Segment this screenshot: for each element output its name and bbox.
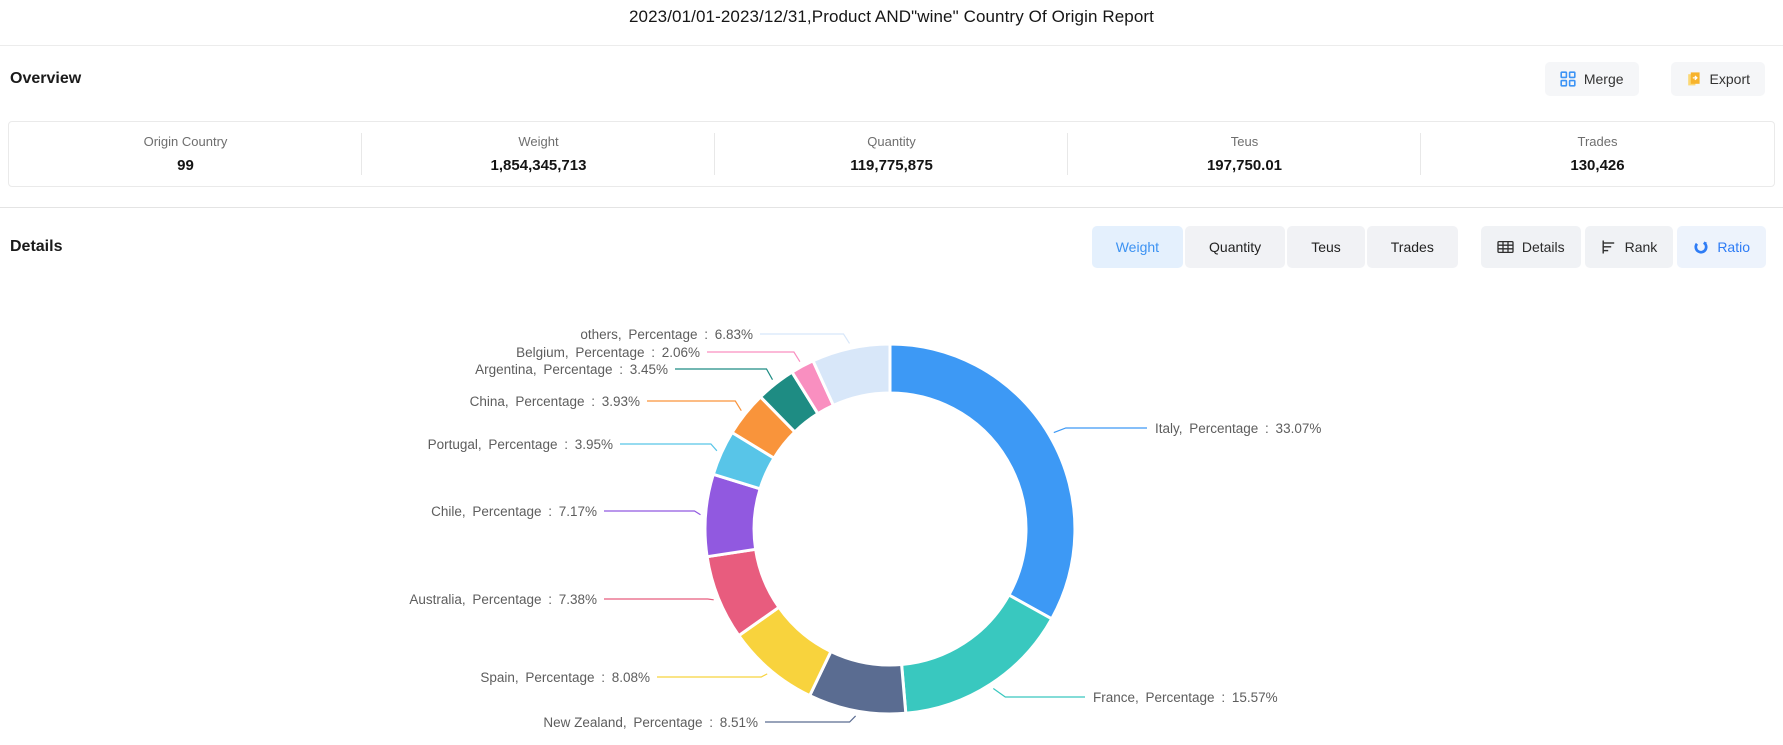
view-button-label: Details bbox=[1521, 239, 1565, 255]
stat-quantity: Quantity 119,775,875 bbox=[715, 134, 1068, 174]
details-heading: Details bbox=[10, 238, 63, 255]
header-divider bbox=[0, 45, 1783, 46]
stat-label: Quantity bbox=[867, 134, 916, 149]
view-buttons: Details Rank Ratio bbox=[1480, 226, 1766, 268]
export-button[interactable]: Export bbox=[1670, 62, 1765, 96]
view-button-label: Ratio bbox=[1717, 239, 1750, 255]
overview-bar: Overview Merge Export bbox=[10, 60, 1765, 98]
pie-label-line-china bbox=[647, 400, 742, 412]
view-button-details[interactable]: Details bbox=[1480, 226, 1581, 268]
tab-trades[interactable]: Trades bbox=[1366, 226, 1458, 268]
pie-label-line-portugal bbox=[620, 443, 718, 452]
stat-trades: Trades 130,426 bbox=[1421, 134, 1774, 174]
page-title: 2023/01/01-2023/12/31,Product AND"wine" … bbox=[629, 7, 1154, 26]
pie-label-line-others bbox=[760, 333, 851, 344]
pie-label-australia: Australia, Percentage : 7.38% bbox=[409, 592, 597, 607]
details-bar: Details Weight Quantity Teus Trades Details… bbox=[10, 226, 1766, 268]
stat-value: 99 bbox=[177, 157, 194, 174]
stat-value: 119,775,875 bbox=[850, 157, 933, 174]
stat-weight: Weight 1,854,345,713 bbox=[362, 134, 715, 174]
pie-label-line-italy bbox=[1053, 427, 1147, 434]
merge-button-label: Merge bbox=[1583, 71, 1624, 87]
pie-label-others: others, Percentage : 6.83% bbox=[580, 327, 753, 342]
stat-value: 130,426 bbox=[1570, 157, 1625, 174]
pie-label-line-australia bbox=[604, 598, 714, 601]
pie-label-line-spain bbox=[657, 673, 768, 678]
metric-tabs: Weight Quantity Teus Trades bbox=[1091, 226, 1458, 268]
stat-value: 197,750.01 bbox=[1206, 157, 1283, 174]
merge-button[interactable]: Merge bbox=[1544, 62, 1639, 96]
pie-label-new-zealand: New Zealand, Percentage : 8.51% bbox=[543, 715, 758, 730]
export-button-label: Export bbox=[1709, 71, 1750, 87]
pie-label-france: France, Percentage : 15.57% bbox=[1093, 690, 1278, 705]
country-of-origin-pie-chart: Italy, Percentage : 33.07% France, Percen… bbox=[409, 327, 1321, 730]
tab-weight[interactable]: Weight bbox=[1091, 226, 1184, 268]
pie-slice-france[interactable] bbox=[899, 592, 1054, 715]
export-icon bbox=[1686, 71, 1702, 87]
pie-label-portugal: Portugal, Percentage : 3.95% bbox=[428, 437, 613, 452]
table-icon bbox=[1497, 239, 1514, 255]
tab-teus[interactable]: Teus bbox=[1287, 226, 1365, 268]
view-button-ratio[interactable]: Ratio bbox=[1677, 226, 1766, 268]
pie-label-line-belgium bbox=[707, 351, 801, 363]
pie-label-spain: Spain, Percentage : 8.08% bbox=[480, 670, 650, 685]
pie-label-line-france bbox=[992, 688, 1085, 698]
rank-icon bbox=[1601, 239, 1617, 255]
pie-label-line-new-zealand bbox=[765, 715, 857, 723]
pie-label-argentina: Argentina, Percentage : 3.45% bbox=[475, 362, 668, 377]
stat-origin-country: Origin Country 99 bbox=[9, 134, 362, 174]
stat-label: Weight bbox=[518, 134, 559, 149]
pie-slice-italy[interactable] bbox=[888, 342, 1077, 621]
pie-label-chile: Chile, Percentage : 7.17% bbox=[431, 504, 597, 519]
overview-stats-card: Origin Country 99 Weight 1,854,345,713 Quant… bbox=[8, 121, 1775, 187]
header-buttons: Merge Export bbox=[1544, 62, 1765, 96]
overview-heading: Overview bbox=[10, 70, 82, 87]
view-button-label: Rank bbox=[1624, 239, 1658, 255]
ratio-icon bbox=[1693, 239, 1709, 255]
pie-label-china: China, Percentage : 3.93% bbox=[470, 394, 640, 409]
stat-teus: Teus 197,750.01 bbox=[1068, 134, 1421, 174]
pie-label-line-argentina bbox=[675, 368, 774, 380]
pie-slice-others[interactable] bbox=[811, 342, 892, 408]
stat-label: Trades bbox=[1577, 134, 1618, 149]
section-divider bbox=[0, 207, 1783, 208]
stat-label: Teus bbox=[1230, 134, 1259, 149]
stat-value: 1,854,345,713 bbox=[490, 157, 587, 174]
tab-quantity[interactable]: Quantity bbox=[1185, 226, 1286, 268]
pie-label-line-chile bbox=[604, 510, 701, 516]
pie-label-belgium: Belgium, Percentage : 2.06% bbox=[516, 345, 700, 360]
view-button-rank[interactable]: Rank bbox=[1584, 226, 1674, 268]
merge-icon bbox=[1560, 71, 1576, 87]
pie-label-italy: Italy, Percentage : 33.07% bbox=[1155, 421, 1321, 436]
stat-label: Origin Country bbox=[143, 134, 228, 149]
